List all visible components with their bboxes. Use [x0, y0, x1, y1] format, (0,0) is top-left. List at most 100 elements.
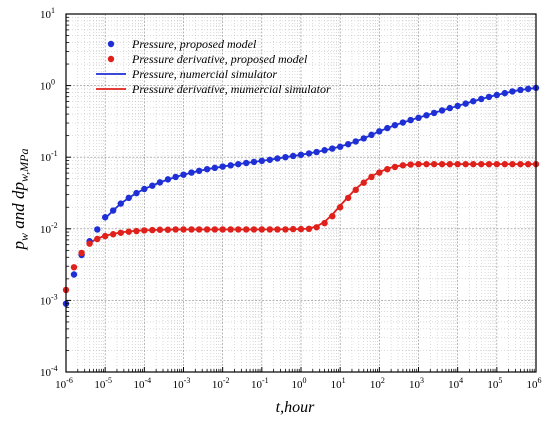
x-tick-exponent: 1: [342, 376, 346, 385]
data-point: [501, 89, 509, 97]
x-tick-base: 10: [55, 379, 67, 391]
data-point: [415, 160, 422, 168]
data-point: [195, 226, 203, 233]
x-tick-exponent: -6: [66, 376, 73, 385]
x-tick-label: 101: [331, 376, 346, 391]
series-markers: [62, 84, 540, 307]
series-layer: [62, 84, 540, 307]
x-tick-base: 10: [487, 379, 499, 391]
x-tick-label: 104: [448, 376, 463, 391]
series-markers: [62, 160, 540, 294]
axis-ticks: [65, 13, 537, 373]
data-point: [454, 102, 461, 110]
data-point: [462, 100, 469, 107]
y-tick-label: 10-3: [40, 292, 58, 307]
x-tick-base: 10: [94, 379, 106, 391]
data-point: [243, 159, 250, 167]
x-tick-label: 100: [292, 376, 307, 391]
data-point: [446, 160, 454, 168]
x-tick-base: 10: [370, 379, 382, 391]
data-point: [399, 162, 407, 169]
x-tick-exponent: 2: [381, 376, 385, 385]
data-point: [470, 160, 477, 168]
data-point: [203, 226, 211, 233]
x-tick-label: 106: [527, 376, 542, 391]
data-point: [313, 224, 320, 231]
x-tick-exponent: -2: [223, 376, 230, 385]
data-point: [360, 179, 367, 186]
data-point: [289, 225, 297, 233]
x-axis-title-unit: hour: [284, 399, 315, 416]
data-point: [141, 227, 148, 234]
data-point: [101, 232, 109, 240]
data-point: [391, 121, 399, 129]
y-tick-base: 10: [40, 81, 52, 93]
data-point: [368, 173, 375, 181]
x-tick-base: 10: [251, 379, 263, 391]
data-point: [195, 167, 203, 175]
data-point: [470, 98, 477, 105]
y-tick-base: 10: [40, 152, 52, 164]
data-point: [462, 160, 469, 168]
x-tick-label: 103: [409, 376, 424, 391]
x-tick-label: 10-5: [94, 376, 112, 391]
x-tick-exponent: 4: [459, 376, 463, 385]
data-point: [266, 156, 274, 163]
data-point: [376, 128, 383, 135]
data-point: [329, 145, 336, 152]
x-tick-exponent: -5: [105, 376, 112, 385]
x-tick-base: 10: [409, 379, 421, 391]
data-point: [227, 226, 234, 233]
data-point: [172, 226, 179, 233]
data-point: [141, 185, 148, 193]
data-point: [188, 226, 195, 233]
data-point: [274, 226, 281, 233]
data-point: [493, 160, 501, 168]
data-point: [243, 226, 250, 233]
data-point: [305, 225, 313, 232]
y-title-part: and dp: [9, 182, 28, 233]
data-point: [478, 160, 485, 168]
data-point: [235, 226, 242, 233]
data-point: [376, 169, 383, 176]
data-point: [384, 124, 391, 132]
data-point: [203, 165, 211, 173]
data-point: [125, 228, 132, 235]
y-tick-base: 10: [40, 295, 52, 307]
data-point: [509, 88, 516, 95]
data-point: [454, 160, 461, 168]
x-axis-title-symbol: t,: [276, 399, 284, 416]
x-tick-base: 10: [173, 379, 185, 391]
y-tick-exponent: 0: [51, 78, 55, 87]
x-tick-exponent: 0: [303, 376, 307, 385]
data-point: [109, 207, 117, 214]
legend-marker: [107, 55, 115, 63]
y-title-subscript: w: [17, 233, 31, 241]
data-point: [344, 194, 352, 202]
data-point: [493, 91, 501, 99]
y-tick-exponent: -2: [51, 221, 58, 230]
data-point: [384, 165, 391, 173]
data-point: [164, 176, 172, 183]
data-point: [352, 138, 359, 145]
data-point: [235, 160, 242, 168]
grid-major: [66, 14, 536, 372]
data-point: [289, 152, 297, 160]
data-point: [266, 226, 274, 233]
data-point: [156, 179, 164, 186]
data-point: [485, 93, 493, 101]
data-point: [321, 219, 328, 227]
data-point: [336, 204, 344, 211]
y-axis-title: pw and dpw,MPa: [9, 149, 31, 251]
data-point: [305, 150, 313, 157]
data-point: [219, 163, 226, 170]
data-point: [423, 160, 430, 168]
legend-label: Pressure derivative, proposed model: [131, 52, 308, 66]
data-point: [321, 147, 328, 154]
data-point: [258, 226, 266, 233]
data-point: [188, 169, 195, 176]
x-tick-labels: 10-6 10-5 10-4 10-3 10-2 10-1 100 101 102 103 104 1…: [55, 376, 541, 391]
data-point: [524, 85, 532, 93]
